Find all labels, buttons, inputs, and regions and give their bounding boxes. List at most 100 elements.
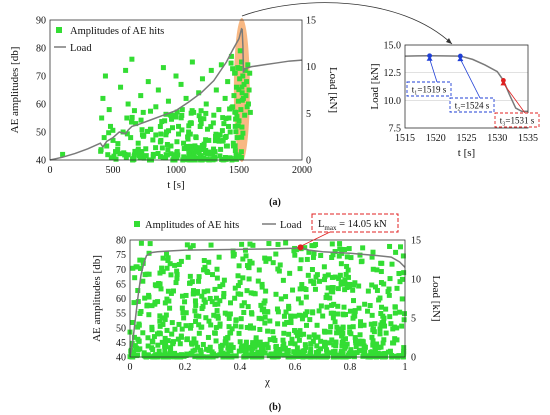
ae-hit-point	[236, 330, 242, 336]
ae-hit-point	[203, 315, 209, 321]
ae-hit-point	[194, 290, 200, 296]
ae-hit-point	[125, 101, 131, 107]
ae-hit-point	[137, 153, 143, 159]
ae-hit-point	[98, 148, 104, 154]
ae-hit-point	[232, 148, 238, 154]
ae-hit-point	[189, 59, 195, 65]
ae-hit-point	[198, 121, 204, 127]
ae-hit-point	[275, 353, 281, 359]
load-line	[49, 27, 303, 161]
ae-hit-point	[304, 322, 310, 328]
ae-hit-point	[246, 87, 252, 93]
ae-hit-point	[138, 240, 144, 246]
ae-hit-point	[230, 66, 236, 72]
ae-hit-point	[338, 261, 344, 267]
ae-hit-point	[213, 133, 219, 139]
ae-hit-point	[187, 131, 193, 137]
ae-hit-point	[120, 129, 126, 135]
ae-hit-point	[394, 325, 400, 331]
ae-hit-point	[197, 154, 203, 160]
ae-hit-point	[106, 130, 112, 136]
ae-hit-point	[397, 244, 403, 250]
ae-hit-point	[370, 327, 376, 333]
legend-label-load: Load	[280, 220, 302, 231]
ae-hit-point	[221, 277, 227, 283]
ae-hit-point	[146, 312, 152, 318]
ae-hit-point	[333, 339, 339, 345]
ae-hit-point	[280, 345, 286, 351]
ae-hit-point	[323, 295, 329, 301]
ae-hit-point	[157, 139, 163, 145]
ae-hit-point	[247, 241, 253, 247]
ae-hit-point	[324, 304, 330, 310]
ae-hit-point	[251, 342, 257, 348]
ae-hit-point	[218, 62, 224, 68]
ae-hit-point	[179, 107, 185, 113]
y2-tick-label: 15	[306, 16, 316, 27]
ae-hit-point	[277, 262, 283, 268]
ae-hit-point	[237, 339, 243, 345]
ae-hit-point	[160, 353, 166, 359]
ae-hit-point	[376, 345, 382, 351]
ae-hit-point	[132, 343, 138, 349]
ae-hit-point	[179, 293, 185, 299]
ae-hit-point	[137, 257, 143, 263]
annotation-box	[449, 97, 495, 113]
ae-hit-point	[392, 310, 398, 316]
ae-hit-point	[372, 284, 378, 290]
ae-hit-point	[286, 331, 292, 337]
max-annotation-leader	[302, 231, 331, 246]
ae-hit-point	[297, 349, 303, 355]
ae-hit-point	[198, 108, 204, 114]
ae-hit-point	[144, 303, 150, 309]
ae-hit-point	[387, 276, 393, 282]
ae-hit-point	[297, 328, 303, 334]
ae-hit-point	[275, 309, 281, 315]
ae-hit-point	[170, 340, 176, 346]
ae-hit-point	[399, 276, 405, 282]
ae-hit-point	[154, 353, 160, 359]
ae-hit-point	[342, 281, 348, 287]
ae-hit-point	[162, 335, 168, 341]
caption-b: (b)	[269, 402, 281, 413]
ae-hit-point	[147, 241, 153, 247]
ae-hit-point	[314, 322, 320, 328]
ae-hit-point	[106, 107, 112, 113]
ae-hit-point	[230, 143, 236, 149]
ae-hit-point	[347, 308, 353, 314]
ae-hit-point	[329, 337, 335, 343]
ae-hit-point	[169, 125, 175, 131]
ae-hit-point	[258, 302, 264, 308]
ae-hit-point	[362, 344, 368, 350]
ae-hit-point	[292, 252, 298, 258]
ae-hit-point	[183, 155, 189, 161]
ae-hit-point	[261, 306, 267, 312]
ae-hit-point	[308, 350, 314, 356]
ae-hit-point	[311, 243, 317, 249]
ae-hit-point	[245, 304, 251, 310]
ae-hit-point	[211, 312, 217, 318]
ae-hit-point	[352, 309, 358, 315]
ae-hit-point	[205, 288, 211, 294]
ae-hit-point	[320, 313, 326, 319]
ae-hit-point	[321, 328, 327, 334]
ae-hit-point	[110, 137, 116, 143]
ae-hit-point	[143, 153, 149, 159]
ae-hit-point	[379, 260, 385, 266]
ae-hit-point	[234, 114, 240, 120]
ae-hit-point	[189, 108, 195, 114]
ae-hit-point	[225, 335, 231, 341]
plot-frame	[49, 19, 303, 161]
ae-hit-point	[330, 315, 336, 321]
ae-hit-point	[265, 328, 271, 334]
ae-hit-point	[389, 261, 395, 267]
ae-hit-point	[184, 337, 190, 343]
ae-hit-point	[344, 263, 350, 269]
ae-hit-point	[169, 331, 175, 337]
y-axis-label: AE amplitudes [db]	[91, 255, 103, 342]
ae-hit-point	[136, 322, 142, 328]
ae-hit-point	[149, 324, 155, 330]
ae-hit-point	[145, 343, 151, 349]
ae-hit-point	[309, 267, 315, 273]
ae-hit-point	[360, 339, 366, 345]
